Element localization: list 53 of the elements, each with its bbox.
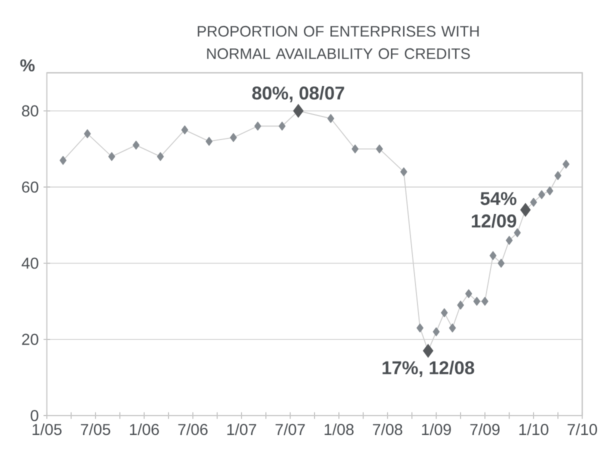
point [376,144,383,154]
point [416,323,424,332]
point [498,258,505,268]
x-tick-label: 7/09 [470,423,500,435]
y-tick-label: 80 [22,105,38,116]
point [132,140,140,150]
point [278,122,286,130]
point [530,198,538,207]
point [108,152,116,161]
point [538,190,546,199]
point [254,122,262,130]
x-tick-label: 1/06 [130,423,159,435]
point [432,327,440,336]
point [352,144,359,154]
x-tick-label: 1/05 [32,423,62,435]
point [449,323,456,332]
y-tick-label: 20 [22,334,38,345]
point [465,289,472,298]
point [60,156,66,165]
x-tick-label: 1/10 [519,423,548,435]
y-tick-label: 40 [22,257,38,269]
point [514,228,521,237]
x-tick-label: 7/07 [276,423,305,435]
x-tick-label: 1/09 [422,423,451,435]
y-tick-label: 60 [22,181,38,192]
point [506,236,513,245]
x-tick-label: 7/10 [568,423,598,435]
point [554,171,562,180]
x-tick-label: 1/07 [227,423,256,435]
annotation: 80%, 08/07 [252,86,344,102]
point [546,186,554,196]
point [181,125,188,134]
point [440,308,448,317]
point [473,296,480,306]
x-tick-label: 7/08 [372,423,402,435]
point [400,167,408,176]
point [481,296,488,306]
point [230,132,237,142]
point [490,251,496,260]
point [562,160,570,168]
y-axis-title: % [20,59,35,72]
point [206,136,213,146]
point [327,114,334,123]
x-tick-label: 7/06 [178,423,208,435]
x-tick-label: 7/05 [80,423,110,435]
annotation: 17%, 12/08 [382,360,474,377]
point [84,129,91,138]
chart-title: PROPORTION OF ENTERPRISES WITH NORMAL AVAILABILITY OF CREDITS [198,26,479,59]
annotation: 54% 12/09 [472,192,516,228]
x-tick-label: 1/08 [324,423,354,435]
point [156,152,164,161]
point [457,300,464,310]
y-tick-label: 0 [30,410,38,421]
